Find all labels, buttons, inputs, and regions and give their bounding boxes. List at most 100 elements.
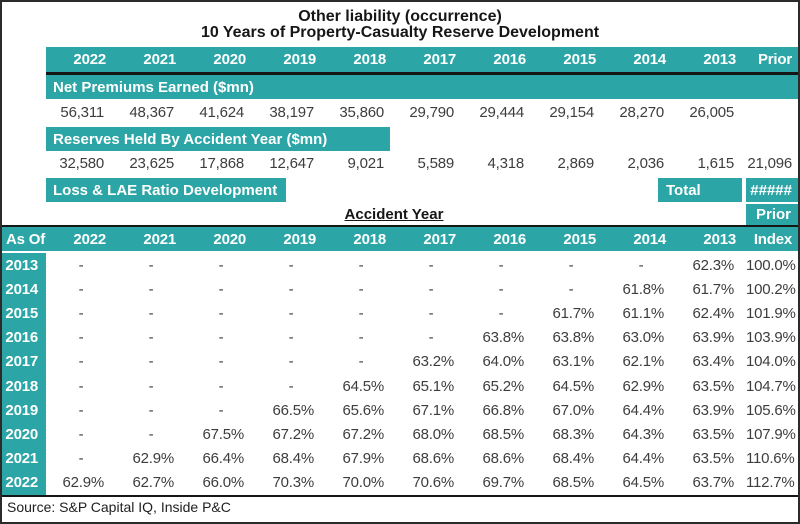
ratio-cell: 68.4% [272, 450, 314, 468]
ratio-cell: 63.9% [692, 329, 734, 347]
ratio-cell: - [568, 256, 574, 274]
ratio-cell: - [218, 353, 224, 371]
ratio-cell: 68.5% [552, 474, 594, 492]
ratio-cell: - [148, 329, 154, 347]
ratio-cell: - [218, 401, 224, 419]
ratio-cell: - [78, 304, 84, 322]
ratio-cell: 63.1% [552, 353, 594, 371]
years-header-band [46, 47, 798, 72]
ratio-cell: - [148, 280, 154, 298]
ratio-cell: - [78, 377, 84, 395]
as-of-year-label: 2017 [2, 349, 46, 374]
ratio-cell: 63.7% [692, 474, 734, 492]
ratio-cell: - [148, 256, 154, 274]
matrix-year-header-cell: 2020 [213, 230, 246, 248]
ratio-cell: 67.2% [272, 425, 314, 443]
net-premiums-value: 29,444 [479, 103, 524, 121]
ratio-cell: - [78, 401, 84, 419]
as-of-year-label: 2014 [2, 277, 46, 302]
ratio-cell: 64.4% [622, 401, 664, 419]
ratio-matrix: As Of 2022 2021 2020 2019 2018 2017 2016 2015 201… [2, 225, 798, 497]
matrix-year-header-cell: 2021 [143, 230, 176, 248]
ratio-cell: - [218, 280, 224, 298]
ratio-cell: - [428, 304, 434, 322]
ratio-cell: 67.2% [342, 425, 384, 443]
matrix-year-header-cell: 2014 [633, 230, 666, 248]
ratio-cell: 63.5% [692, 377, 734, 395]
ratio-cell: 65.2% [482, 377, 524, 395]
net-premiums-label: Net Premiums Earned ($mn) [53, 78, 254, 96]
matrix-row: 2022 62.9% 62.7% 66.0% 70.3% 70.0% 70.6% 69.7% 6… [2, 470, 798, 495]
ratio-cell: 68.3% [552, 425, 594, 443]
year-header-cell: 2020 [213, 51, 246, 68]
as-of-year-label: 2016 [2, 325, 46, 350]
net-premiums-value: 28,270 [619, 103, 664, 121]
ratio-cell: 62.9% [62, 474, 104, 492]
ratio-cell: - [358, 304, 364, 322]
total-cell: Total [658, 178, 742, 202]
ratio-cell: 61.7% [692, 280, 734, 298]
as-of-year-label: 2013 [2, 253, 46, 278]
ratio-cell: 64.0% [482, 353, 524, 371]
ratio-cell: 63.5% [692, 450, 734, 468]
reserves-value: 23,625 [129, 155, 174, 172]
net-premiums-value: 29,790 [409, 103, 454, 121]
index-value-cell: 104.0% [746, 353, 796, 371]
header-divider-line [46, 72, 798, 75]
matrix-year-header-cell: 2016 [493, 230, 526, 248]
ratio-cell: 63.8% [552, 329, 594, 347]
net-premiums-value: 35,860 [339, 103, 384, 121]
net-premiums-band [46, 75, 798, 99]
matrix-year-header-cell: 2018 [353, 230, 386, 248]
reserves-band [46, 127, 390, 151]
ratio-cell: 64.5% [552, 377, 594, 395]
ratio-cell: - [78, 450, 84, 468]
matrix-row: 2016 - - - - - - 63.8% 63.8% 63.0% 63.9% 103.9% [2, 325, 798, 350]
matrix-body: 2013 - - - - - - - - - 62.3% 100.0% 2014 - - - - - - - - 61.8… [2, 253, 798, 495]
ratio-cell: 68.6% [412, 450, 454, 468]
as-of-year-label: 2019 [2, 398, 46, 423]
ratio-cell: - [288, 304, 294, 322]
ratio-cell: 63.5% [692, 425, 734, 443]
index-value-cell: 104.7% [746, 377, 796, 395]
reserves-values-row: 32,580 23,625 17,868 12,647 9,021 5,589 4,318 2… [2, 151, 798, 176]
ratio-cell: - [218, 256, 224, 274]
year-header-cell: 2021 [143, 51, 176, 68]
ratio-cell: - [78, 256, 84, 274]
accident-year-label: Accident Year [344, 206, 444, 223]
reserves-label: Reserves Held By Accident Year ($mn) [53, 130, 328, 148]
ratio-cell: 63.8% [482, 329, 524, 347]
ratio-cell: 64.5% [342, 377, 384, 395]
ratio-cell: 66.5% [272, 401, 314, 419]
ratio-cell: 67.9% [342, 450, 384, 468]
net-premiums-value: 48,367 [129, 103, 174, 121]
report-title: Other liability (occurrence) [298, 8, 502, 25]
index-value-cell: 110.6% [746, 450, 795, 468]
index-value-cell: 100.0% [746, 256, 796, 274]
ratio-cell: - [148, 401, 154, 419]
ratio-cell: 66.4% [202, 450, 244, 468]
matrix-row: 2013 - - - - - - - - - 62.3% 100.0% [2, 253, 798, 278]
index-value-cell: 101.9% [746, 304, 796, 322]
ratio-cell: 63.2% [412, 353, 454, 371]
ratio-cell: 63.9% [692, 401, 734, 419]
ratio-cell: 69.7% [482, 474, 524, 492]
year-header-cell: 2017 [423, 51, 456, 68]
reserves-value: 2,869 [557, 155, 594, 172]
loss-dev-row: Loss & LAE Ratio Development Total ##### [2, 178, 798, 202]
ratio-cell: - [358, 280, 364, 298]
net-premiums-values-row: 56,311 48,367 41,624 38,197 35,860 29,790 29,4… [2, 99, 798, 125]
net-premiums-value: 56,311 [60, 103, 104, 121]
ratio-cell: - [78, 353, 84, 371]
total-value-cell: ##### [746, 178, 798, 202]
year-header-cell: 2022 [73, 51, 106, 68]
ratio-cell: - [568, 280, 574, 298]
ratio-cell: - [428, 256, 434, 274]
ratio-cell: 67.0% [552, 401, 594, 419]
ratio-cell: 65.6% [342, 401, 384, 419]
index-value-cell: 112.7% [746, 474, 795, 492]
ratio-cell: 68.0% [412, 425, 454, 443]
reserves-value: 12,647 [269, 155, 314, 172]
ratio-cell: - [358, 256, 364, 274]
index-value-cell: 107.9% [746, 425, 796, 443]
